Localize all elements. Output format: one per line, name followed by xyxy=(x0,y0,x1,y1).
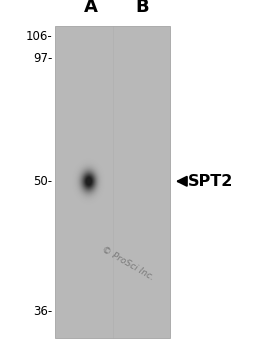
Text: B: B xyxy=(135,0,149,16)
Text: 97-: 97- xyxy=(33,52,52,64)
Text: A: A xyxy=(84,0,98,16)
Text: 106-: 106- xyxy=(26,31,52,43)
Text: SPT2: SPT2 xyxy=(188,174,233,189)
Text: 36-: 36- xyxy=(33,305,52,318)
Text: 50-: 50- xyxy=(33,175,52,188)
Text: © ProSci Inc.: © ProSci Inc. xyxy=(100,245,156,283)
Bar xyxy=(55,26,170,338)
